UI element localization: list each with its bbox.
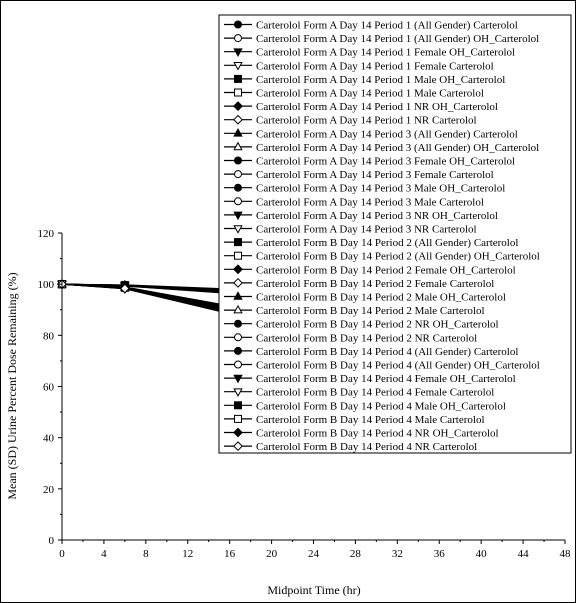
legend-marker: [234, 414, 242, 423]
x-tick-label: 28: [350, 548, 362, 560]
legend-label: Carterolol Form A Day 14 Period 3 Male O…: [256, 183, 505, 195]
legend-marker: [234, 333, 242, 342]
legend-marker: [234, 346, 242, 355]
legend-label: Carterolol Form A Day 14 Period 3 (All G…: [256, 128, 518, 140]
legend-label: Carterolol Form B Day 14 Period 4 Female…: [256, 387, 494, 399]
legend-marker: [234, 88, 242, 97]
y-tick-label: 120: [38, 228, 55, 240]
legend-marker: [233, 114, 243, 125]
legend-label: Carterolol Form B Day 14 Period 4 NR Car…: [256, 441, 477, 453]
legend-label: Carterolol Form B Day 14 Period 2 Female…: [256, 278, 494, 290]
legend-label: Carterolol Form B Day 14 Period 2 (All G…: [256, 251, 540, 263]
y-tick-label: 80: [43, 330, 55, 342]
y-tick-label: 60: [43, 382, 55, 394]
x-tick-label: 16: [224, 548, 236, 560]
legend-label: Carterolol Form B Day 14 Period 2 Male O…: [256, 292, 506, 304]
x-tick-label: 24: [308, 548, 320, 560]
y-ticks: 0 20 40 60 80 100 120: [38, 228, 62, 547]
legend-marker: [234, 34, 242, 43]
legend-label: Carterolol Form B Day 14 Period 4 (All G…: [256, 360, 540, 372]
x-tick-label: 32: [392, 548, 403, 560]
legend-marker: [233, 48, 243, 57]
y-tick-label: 20: [43, 484, 55, 496]
legend-label: Carterolol Form A Day 14 Period 1 Female…: [256, 47, 515, 59]
x-tick-label: 20: [266, 548, 278, 560]
x-tick-label: 44: [518, 548, 530, 560]
x-tick-label: 36: [434, 548, 446, 560]
y-tick-label: 100: [38, 279, 55, 291]
legend-marker: [233, 388, 243, 397]
legend-label: Carterolol Form A Day 14 Period 3 (All G…: [256, 142, 539, 154]
legend-marker: [233, 291, 243, 300]
y-tick-label: 40: [43, 433, 55, 445]
legend-label: Carterolol Form B Day 14 Period 2 NR OH_…: [256, 319, 499, 331]
x-tick-label: 0: [59, 548, 65, 560]
legend-marker: [234, 401, 242, 410]
legend-marker: [233, 277, 243, 288]
legend-label: Carterolol Form A Day 14 Period 3 NR OH_…: [256, 210, 498, 222]
legend-marker: [233, 441, 243, 452]
legend-label: Carterolol Form A Day 14 Period 3 Male C…: [256, 196, 484, 208]
legend-label: Carterolol Form B Day 14 Period 2 Female…: [256, 264, 516, 276]
x-tick-label: 8: [143, 548, 149, 560]
legend-label: Carterolol Form A Day 14 Period 3 Female…: [256, 156, 515, 168]
x-tick-label: 12: [182, 548, 193, 560]
legend-marker: [234, 74, 242, 83]
x-tick-label: 40: [476, 548, 488, 560]
legend-marker: [233, 62, 243, 71]
legend-label: Carterolol Form B Day 14 Period 2 (All G…: [256, 237, 518, 249]
legend-label: Carterolol Form B Day 14 Period 4 NR OH_…: [256, 428, 499, 440]
legend-label: Carterolol Form B Day 14 Period 4 Male O…: [256, 400, 506, 412]
legend-marker: [233, 141, 243, 151]
legend-label: Carterolol Form A Day 14 Period 1 Male C…: [256, 88, 484, 100]
legend-marker: [234, 170, 242, 179]
legend: Carterolol Form A Day 14 Period 1 (All G…: [218, 14, 572, 454]
legend-marker: [234, 251, 242, 260]
y-tick-label: 0: [49, 535, 55, 547]
legend-marker: [234, 197, 242, 206]
legend-label: Carterolol Form B Day 14 Period 4 Female…: [256, 373, 516, 385]
legend-marker: [233, 304, 243, 314]
x-tick-label: 4: [101, 548, 107, 560]
legend-marker: [234, 156, 242, 165]
x-tick-label: 48: [560, 548, 572, 560]
legend-marker: [234, 183, 242, 192]
legend-label: Carterolol Form A Day 14 Period 1 NR OH_…: [256, 101, 498, 113]
y-axis-label: Mean (SD) Urine Percent Dose Remaining (…: [5, 272, 19, 499]
legend-marker: [233, 211, 243, 221]
x-axis-label: Midpoint Time (hr): [267, 583, 360, 597]
legend-label: Carterolol Form B Day 14 Period 4 (All G…: [256, 346, 518, 358]
legend-box: [218, 14, 572, 454]
legend-marker: [233, 101, 243, 112]
legend-label: Carterolol Form A Day 14 Period 1 NR Car…: [256, 115, 477, 127]
legend-marker: [233, 427, 243, 438]
legend-label: Carterolol Form A Day 14 Period 1 Female…: [256, 60, 494, 72]
data-point: [119, 283, 130, 294]
x-ticks: 0 4 8 12 16 20 24 28 32 36 40 44 48: [59, 540, 571, 560]
legend-marker: [234, 319, 242, 328]
legend-label: Carterolol Form A Day 14 Period 3 NR Car…: [256, 224, 477, 236]
legend-label: Carterolol Form B Day 14 Period 4 Male C…: [256, 414, 485, 426]
legend-label: Carterolol Form A Day 14 Period 1 (All G…: [256, 20, 518, 32]
legend-label: Carterolol Form A Day 14 Period 3 Female…: [256, 169, 494, 181]
legend-marker: [234, 360, 242, 369]
legend-label: Carterolol Form B Day 14 Period 2 Male C…: [256, 305, 485, 317]
legend-marker: [233, 128, 243, 137]
legend-marker: [234, 20, 242, 29]
legend-marker: [233, 374, 243, 384]
legend-marker: [233, 225, 243, 234]
legend-label: Carterolol Form A Day 14 Period 1 (All G…: [256, 33, 539, 45]
legend-label: Carterolol Form A Day 14 Period 1 Male O…: [256, 74, 505, 86]
legend-label: Carterolol Form B Day 14 Period 2 NR Car…: [256, 332, 477, 344]
legend-marker: [234, 238, 242, 247]
legend-marker: [233, 264, 243, 275]
